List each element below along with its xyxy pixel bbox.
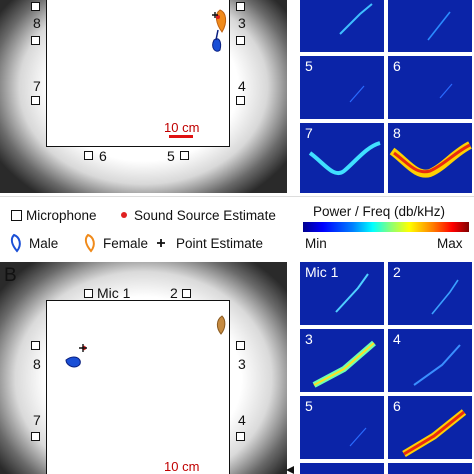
mic-icon	[236, 341, 245, 350]
colorbar	[303, 222, 469, 232]
male-tail	[215, 29, 219, 41]
legend-microphone: Microphone	[26, 208, 97, 223]
chirp-trace	[413, 344, 461, 386]
mic-icon	[31, 2, 40, 11]
spectrogram-b3: 3	[300, 329, 384, 392]
sound-source-legend-icon	[121, 212, 127, 218]
legend-colorbar-title: Power / Freq (db/kHz)	[313, 204, 446, 219]
mic-label: 3	[238, 356, 246, 372]
mic-icon	[84, 151, 93, 160]
mic-icon	[31, 36, 40, 45]
spectrogram-b4: 4	[388, 329, 472, 392]
point-estimate-legend-icon	[157, 239, 165, 247]
mic-label: 8	[33, 356, 41, 372]
spectrogram-number: 5	[305, 58, 313, 74]
female-marker-icon	[215, 9, 227, 33]
chirp-trace	[439, 83, 453, 99]
mic-icon	[31, 96, 40, 105]
scalebar	[169, 135, 193, 138]
animals-a	[212, 9, 227, 52]
mic-icon	[84, 289, 93, 298]
mic-icon	[182, 289, 191, 298]
legend-female: Female	[103, 236, 149, 251]
scalebar-label: 10 cm	[164, 459, 200, 474]
arena-b: B Mic 1 2 8 3 7 4 10 cm	[0, 262, 287, 474]
mic-icon	[236, 2, 245, 11]
mic-label: 4	[238, 78, 246, 94]
spectrogram-number: Mic 1	[305, 264, 339, 280]
mic-icon	[236, 96, 245, 105]
mic-label: 5	[167, 148, 175, 164]
microphone-legend-icon	[11, 210, 22, 221]
spectrogram-b1: Mic 1	[300, 262, 384, 325]
chirp-trace	[349, 427, 367, 447]
colorbar-min: Min	[305, 236, 327, 251]
mic-icon	[180, 151, 189, 160]
scalebar-label: 10 cm	[164, 120, 200, 135]
spectrogram-number: 6	[393, 58, 401, 74]
mic-label: 3	[238, 15, 246, 31]
chirp-trace	[349, 85, 365, 103]
chirp-trace	[335, 273, 369, 313]
spectrogram-b6: 6	[388, 396, 472, 459]
mic-icon	[236, 36, 245, 45]
arena-floor-a	[46, 0, 230, 147]
mic-label: 7	[33, 412, 41, 428]
spectrogram-number: 4	[393, 331, 401, 347]
panel-letter: B	[4, 265, 17, 286]
mic-label: 6	[99, 148, 107, 164]
chirp-trace-core	[313, 342, 375, 386]
source-estimate-icon	[216, 15, 220, 19]
spectrogram-number: 6	[393, 398, 401, 414]
spectrogram-b2: 2	[388, 262, 472, 325]
mic-icon	[31, 432, 40, 441]
arena-a: 8 7 3 4 6 5 10 cm	[0, 0, 287, 193]
spectrogram-number: 2	[393, 264, 401, 280]
male-legend-icon	[10, 233, 21, 253]
mic-label: 7	[33, 78, 41, 94]
spectrogram-b5: 5	[300, 396, 384, 459]
colorbar-max: Max	[437, 236, 463, 251]
chirp-trace-core	[393, 143, 471, 174]
chirp-trace	[427, 11, 451, 41]
legend-male: Male	[29, 236, 59, 251]
spectrogram-number: 3	[305, 331, 313, 347]
point-estimate-icon	[79, 344, 87, 352]
mic-label: 4	[238, 412, 246, 428]
chirp-trace	[339, 3, 373, 35]
mic-icon	[31, 341, 40, 350]
spectrogram-a5: 5	[300, 56, 384, 119]
spectrogram-a8: 8	[388, 123, 472, 193]
spectrogram-number: 7	[305, 125, 313, 141]
male-marker-icon	[65, 356, 81, 368]
chirp-trace-outer	[312, 340, 376, 388]
mic-label: 8	[33, 15, 41, 31]
spectrogram-b7	[300, 463, 384, 474]
legend-sound-source: Sound Source Estimate	[134, 208, 276, 223]
spectrogram-a2	[388, 0, 472, 52]
legend-point-estimate: Point Estimate	[176, 236, 264, 251]
animals-b	[65, 315, 226, 368]
spectrogram-a6: 6	[388, 56, 472, 119]
mic-icon	[236, 432, 245, 441]
point-estimate-icon	[212, 12, 218, 18]
arena-floor-b	[46, 300, 230, 474]
chirp-trace-core	[403, 410, 465, 456]
female-legend-icon	[84, 233, 95, 253]
spectrogram-number: 5	[305, 398, 313, 414]
mic-label: 2	[170, 285, 178, 301]
legend: Microphone Sound Source Estimate Power /…	[0, 196, 474, 260]
chirp-trace	[431, 279, 459, 315]
spectrogram-a1	[300, 0, 384, 52]
chirp-trace	[308, 141, 381, 175]
female-marker-icon	[216, 315, 226, 335]
arrow-icon	[286, 466, 294, 474]
spectrogram-b8	[388, 463, 472, 474]
mic-label: Mic 1	[97, 285, 131, 301]
male-marker-icon	[212, 38, 222, 52]
spectrogram-a7: 7	[300, 123, 384, 193]
spectrogram-number: 8	[393, 125, 401, 141]
